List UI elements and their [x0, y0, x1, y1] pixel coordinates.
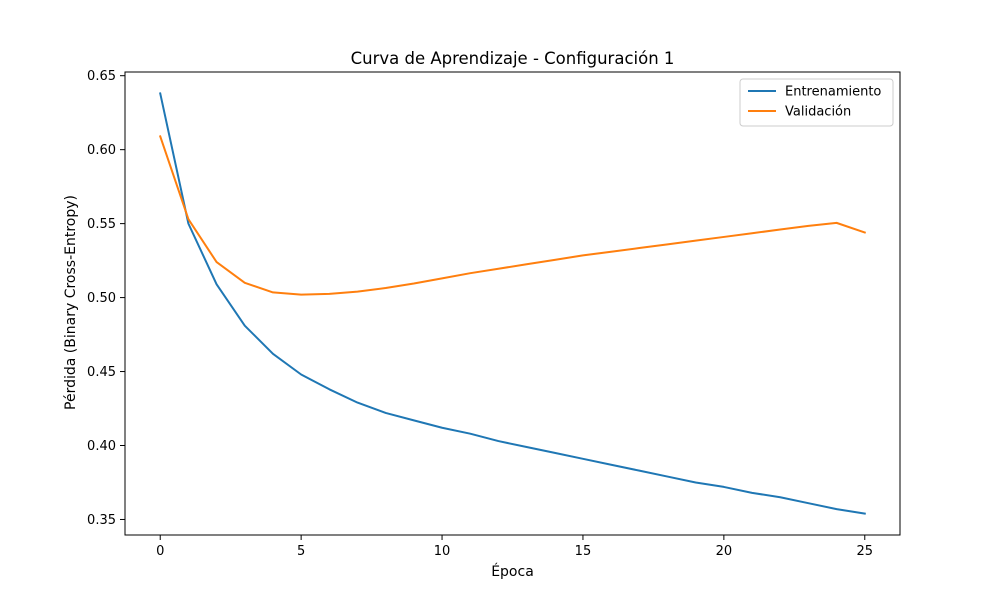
chart-title: Curva de Aprendizaje - Configuración 1 — [351, 49, 675, 68]
plot-frame — [124, 71, 901, 536]
legend: Entrenamiento Validación — [739, 78, 894, 127]
y-tick-label: 0.35 — [87, 513, 116, 528]
legend-label-entrenamiento: Entrenamiento — [785, 85, 881, 100]
x-tick-label: 10 — [434, 544, 451, 559]
x-axis-label: Época — [491, 563, 534, 580]
x-tick-label: 25 — [856, 544, 873, 559]
x-tick-label: 5 — [297, 544, 305, 559]
series-line-validacion — [158, 135, 867, 296]
series-lines — [158, 92, 867, 515]
x-tick-label: 20 — [716, 544, 733, 559]
x-tick-label: 0 — [156, 544, 164, 559]
y-tick-label: 0.40 — [87, 439, 116, 454]
y-tick-label: 0.60 — [87, 143, 116, 158]
y-tick-label: 0.45 — [87, 365, 116, 380]
legend-label-validacion: Validación — [785, 105, 851, 120]
series-line-entrenamiento — [159, 92, 866, 515]
x-tick-label: 15 — [575, 544, 592, 559]
y-tick-label: 0.65 — [87, 69, 116, 84]
y-tick-label: 0.50 — [87, 291, 116, 306]
y-axis: 0.35 0.40 0.45 0.50 0.55 0.60 0.65 — [87, 69, 125, 528]
x-axis: 0 5 10 15 20 25 — [156, 535, 873, 559]
y-tick-label: 0.55 — [87, 217, 116, 232]
legend-box — [739, 78, 894, 127]
y-axis-label: Pérdida (Binary Cross-Entropy) — [63, 195, 79, 410]
